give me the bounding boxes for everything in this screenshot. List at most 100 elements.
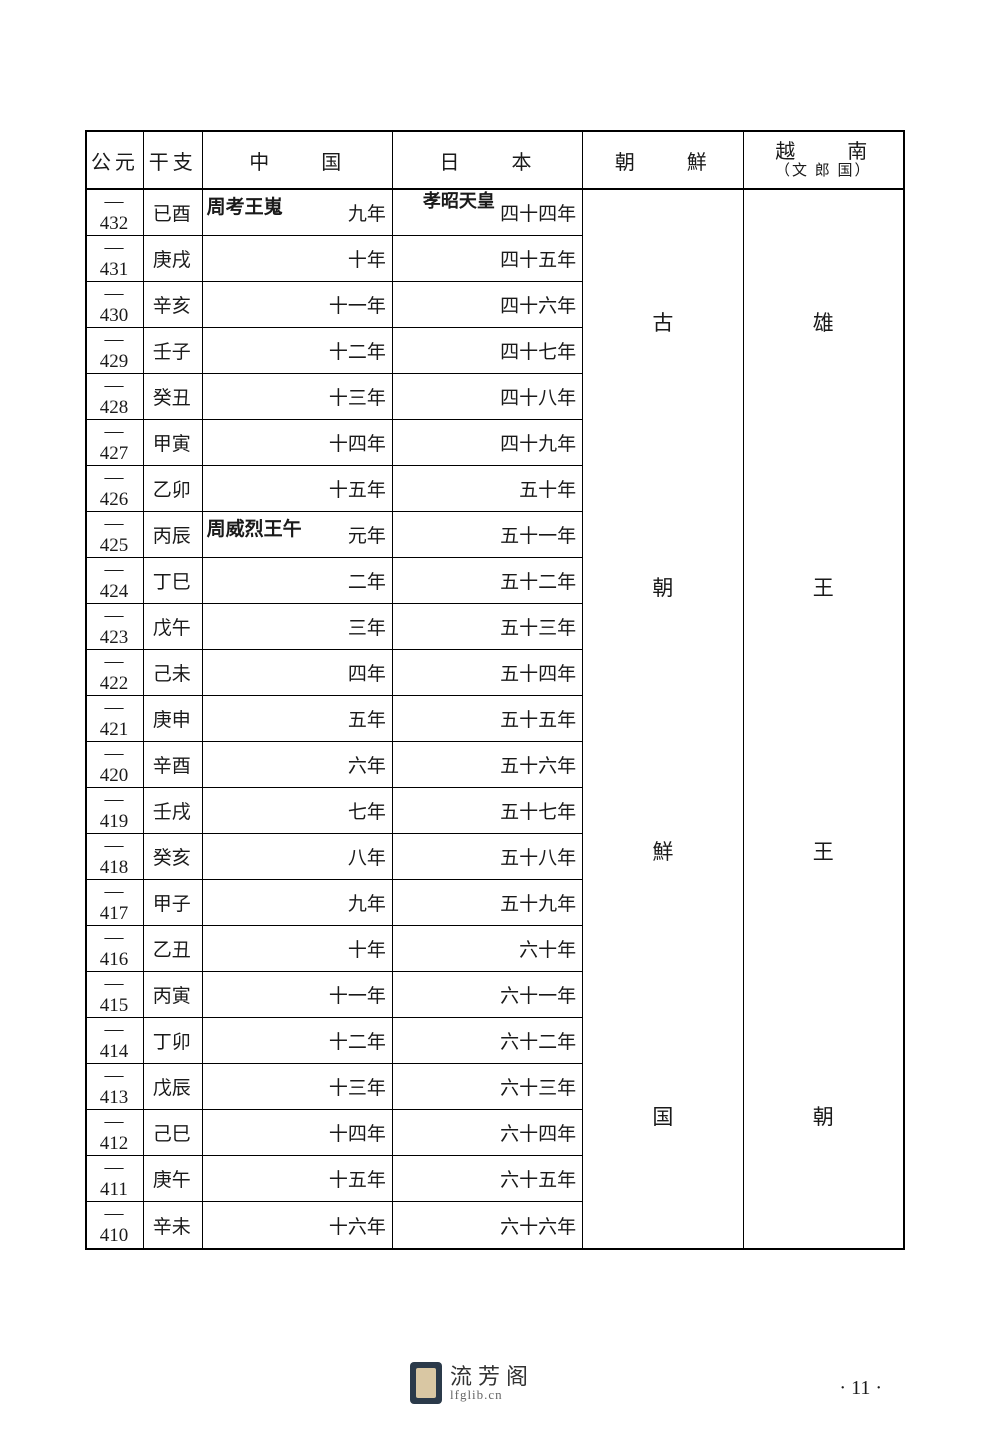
japan-year: 五十二年 (500, 567, 576, 594)
cell-gongyuan: —410 (87, 1202, 143, 1248)
cell-ganzhi: 乙卯 (144, 466, 202, 512)
cell-gongyuan: —431 (87, 236, 143, 282)
japan-year: 六十四年 (500, 1119, 576, 1146)
japan-year: 五十八年 (500, 843, 576, 870)
china-year: 十六年 (329, 1212, 386, 1239)
vietnam-char: 雄 (813, 307, 834, 337)
cell-china: 十四年 (203, 420, 392, 466)
japan-year: 五十七年 (500, 797, 576, 824)
china-year: 十年 (348, 935, 386, 962)
china-year: 四年 (348, 659, 386, 686)
page-number: · 11 · (839, 1377, 882, 1400)
china-year: 三年 (348, 613, 386, 640)
japan-year: 五十一年 (500, 521, 576, 548)
cell-japan: 四十六年 (393, 282, 582, 328)
cell-japan: 五十九年 (393, 880, 582, 926)
cell-gongyuan: —427 (87, 420, 143, 466)
cell-china: 十六年 (203, 1202, 392, 1248)
cell-ganzhi: 庚申 (144, 696, 202, 742)
cell-china: 十年 (203, 926, 392, 972)
cell-ganzhi: 丁卯 (144, 1018, 202, 1064)
col-header-korea: 朝 鮮 (583, 131, 743, 189)
cell-ganzhi: 丁巳 (144, 558, 202, 604)
cell-china: 周考王嵬九年 (203, 190, 392, 236)
cell-ganzhi: 庚午 (144, 1156, 202, 1202)
cell-gongyuan: —412 (87, 1110, 143, 1156)
cell-japan: 五十二年 (393, 558, 582, 604)
cell-china: 十三年 (203, 374, 392, 420)
cell-ganzhi: 戊午 (144, 604, 202, 650)
china-ruler: 周威烈王午 (207, 514, 302, 541)
cell-ganzhi: 戊辰 (144, 1064, 202, 1110)
cell-japan: 五十八年 (393, 834, 582, 880)
china-year: 九年 (348, 889, 386, 916)
japan-year: 五十九年 (500, 889, 576, 916)
cell-japan: 五十年 (393, 466, 582, 512)
cell-ganzhi: 癸丑 (144, 374, 202, 420)
japan-year: 四十八年 (500, 383, 576, 410)
cell-china: 十二年 (203, 1018, 392, 1064)
cell-china: 十二年 (203, 328, 392, 374)
cell-ganzhi: 庚戌 (144, 236, 202, 282)
cell-japan: 四十七年 (393, 328, 582, 374)
cell-china: 五年 (203, 696, 392, 742)
japan-year: 四十七年 (500, 337, 576, 364)
japan-year: 六十五年 (500, 1165, 576, 1192)
japan-year: 六十二年 (500, 1027, 576, 1054)
china-year: 十一年 (329, 291, 386, 318)
cell-china: 八年 (203, 834, 392, 880)
japan-year: 五十六年 (500, 751, 576, 778)
cell-china: 二年 (203, 558, 392, 604)
cell-china: 十年 (203, 236, 392, 282)
table-header-row: 公元 干支 中 国 日 本 朝 鮮 越 南 （文 郎 国） (86, 131, 904, 189)
china-year: 二年 (348, 567, 386, 594)
china-year: 十二年 (329, 337, 386, 364)
cell-japan: 五十四年 (393, 650, 582, 696)
china-year: 十年 (348, 245, 386, 272)
japan-year: 四十六年 (500, 291, 576, 318)
watermark-book-icon (410, 1362, 442, 1404)
china-year: 六年 (348, 751, 386, 778)
table-row: —432已酉周考王嵬九年 孝昭天皇 四十四年古朝鮮国雄王王朝 (86, 189, 904, 236)
vietnam-vertical-text: 雄王王朝 (744, 190, 903, 1248)
cell-gongyuan: —416 (87, 926, 143, 972)
chronology-table: 公元 干支 中 国 日 本 朝 鮮 越 南 （文 郎 国） —432已酉周考王嵬… (85, 130, 905, 1250)
vietnam-char: 王 (813, 572, 834, 602)
cell-gongyuan: —422 (87, 650, 143, 696)
cell-china: 十三年 (203, 1064, 392, 1110)
col-header-vietnam: 越 南 （文 郎 国） (743, 131, 904, 189)
cell-ganzhi: 丙辰 (144, 512, 202, 558)
japan-year: 四十五年 (500, 245, 576, 272)
cell-china: 四年 (203, 650, 392, 696)
cell-china: 十五年 (203, 466, 392, 512)
korea-char: 鮮 (652, 836, 673, 866)
cell-ganzhi: 辛亥 (144, 282, 202, 328)
cell-gongyuan: —423 (87, 604, 143, 650)
cell-china: 十四年 (203, 1110, 392, 1156)
japan-year: 五十四年 (500, 659, 576, 686)
vn-header-main: 越 南 (775, 141, 871, 163)
china-year: 十五年 (329, 475, 386, 502)
cell-ganzhi: 辛未 (144, 1202, 202, 1248)
cell-japan: 六十二年 (393, 1018, 582, 1064)
cell-japan: 五十一年 (393, 512, 582, 558)
cell-japan: 六十五年 (393, 1156, 582, 1202)
col-header-japan: 日 本 (392, 131, 582, 189)
china-year: 七年 (348, 797, 386, 824)
cell-ganzhi: 己未 (144, 650, 202, 696)
cell-gongyuan: —425 (87, 512, 143, 558)
col-header-ganzhi: 干支 (143, 131, 202, 189)
cell-japan: 五十六年 (393, 742, 582, 788)
china-year: 十一年 (329, 981, 386, 1008)
cell-gongyuan: —413 (87, 1064, 143, 1110)
cell-ganzhi: 甲子 (144, 880, 202, 926)
cell-gongyuan: —411 (87, 1156, 143, 1202)
cell-japan: 孝昭天皇 四十四年 (393, 190, 582, 236)
japan-year: 六十年 (519, 935, 576, 962)
korea-char: 国 (652, 1101, 673, 1131)
china-year: 十三年 (329, 1073, 386, 1100)
cell-japan: 六十一年 (393, 972, 582, 1018)
japan-year: 四十四年 (500, 199, 576, 226)
source-watermark: 流芳阁 lfglib.cn (410, 1362, 534, 1404)
china-year: 元年 (348, 521, 386, 548)
